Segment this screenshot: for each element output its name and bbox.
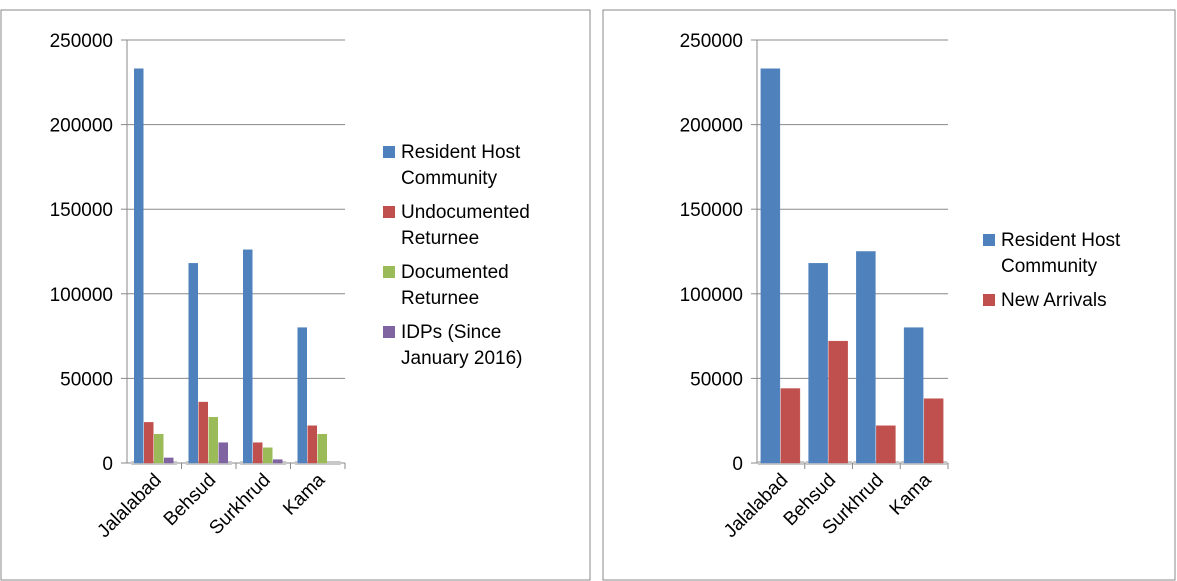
panel xyxy=(602,9,1176,581)
bar xyxy=(307,425,317,464)
bar xyxy=(808,263,828,464)
bar xyxy=(273,459,283,464)
bar xyxy=(218,442,228,464)
bar xyxy=(263,447,273,464)
bar xyxy=(856,251,876,464)
legend-item: IDPs (Since January 2016) xyxy=(383,320,563,372)
bar xyxy=(760,68,781,464)
y-tick-label: 250000 xyxy=(50,31,113,52)
bar xyxy=(317,433,327,464)
legend-swatch xyxy=(983,234,995,246)
y-tick-label: 0 xyxy=(102,454,113,475)
y-tick-label: 50000 xyxy=(60,369,113,390)
bar xyxy=(876,425,896,464)
legend-swatch xyxy=(383,206,395,218)
bar xyxy=(208,417,218,464)
y-tick-label: 200000 xyxy=(680,116,743,137)
legend-item: New Arrivals xyxy=(983,288,1153,314)
legend-box: Resident Host Community New Arrivals xyxy=(983,228,1153,314)
bar xyxy=(188,263,198,464)
y-tick-label: 200000 xyxy=(50,116,113,137)
legend-item: Resident Host Community xyxy=(383,140,563,192)
legend-label: Resident Host Community xyxy=(401,142,521,189)
legend-item: Resident Host Community xyxy=(983,228,1153,280)
bar xyxy=(164,457,174,464)
legend-item: Undocumented Returnee xyxy=(383,200,563,252)
bar xyxy=(134,68,144,464)
legend-swatch xyxy=(383,326,395,338)
y-tick-label: 250000 xyxy=(680,31,743,52)
panel xyxy=(0,9,591,581)
legend-swatch xyxy=(983,294,995,306)
y-tick-label: 150000 xyxy=(680,200,743,221)
bar xyxy=(253,442,263,464)
bar xyxy=(243,249,253,464)
bar xyxy=(780,388,801,464)
legend-swatch xyxy=(383,146,395,158)
y-tick-label: 50000 xyxy=(690,369,743,390)
bar xyxy=(144,422,154,464)
legend-item: Documented Returnee xyxy=(383,260,563,312)
legend: Resident Host Community Undocumented Retu… xyxy=(383,140,563,372)
legend-label: Documented Returnee xyxy=(401,262,509,309)
legend: Resident Host Community New Arrivals xyxy=(983,228,1153,314)
legend-label: Undocumented Returnee xyxy=(401,202,530,249)
bar xyxy=(903,327,924,464)
legend-label: IDPs (Since January 2016) xyxy=(401,322,523,369)
legend-label: New Arrivals xyxy=(1001,290,1107,311)
legend-swatch xyxy=(383,266,395,278)
y-tick-label: 0 xyxy=(732,454,743,475)
bar xyxy=(198,401,208,464)
y-tick-label: 100000 xyxy=(680,285,743,306)
bar xyxy=(154,433,164,464)
legend-label: Resident Host Community xyxy=(1001,230,1121,277)
bar xyxy=(297,327,307,464)
bar xyxy=(923,398,944,464)
y-tick-label: 100000 xyxy=(50,285,113,306)
bar xyxy=(828,340,848,464)
y-tick-label: 150000 xyxy=(50,200,113,221)
legend-box: Resident Host Community Undocumented Retu… xyxy=(383,140,563,372)
